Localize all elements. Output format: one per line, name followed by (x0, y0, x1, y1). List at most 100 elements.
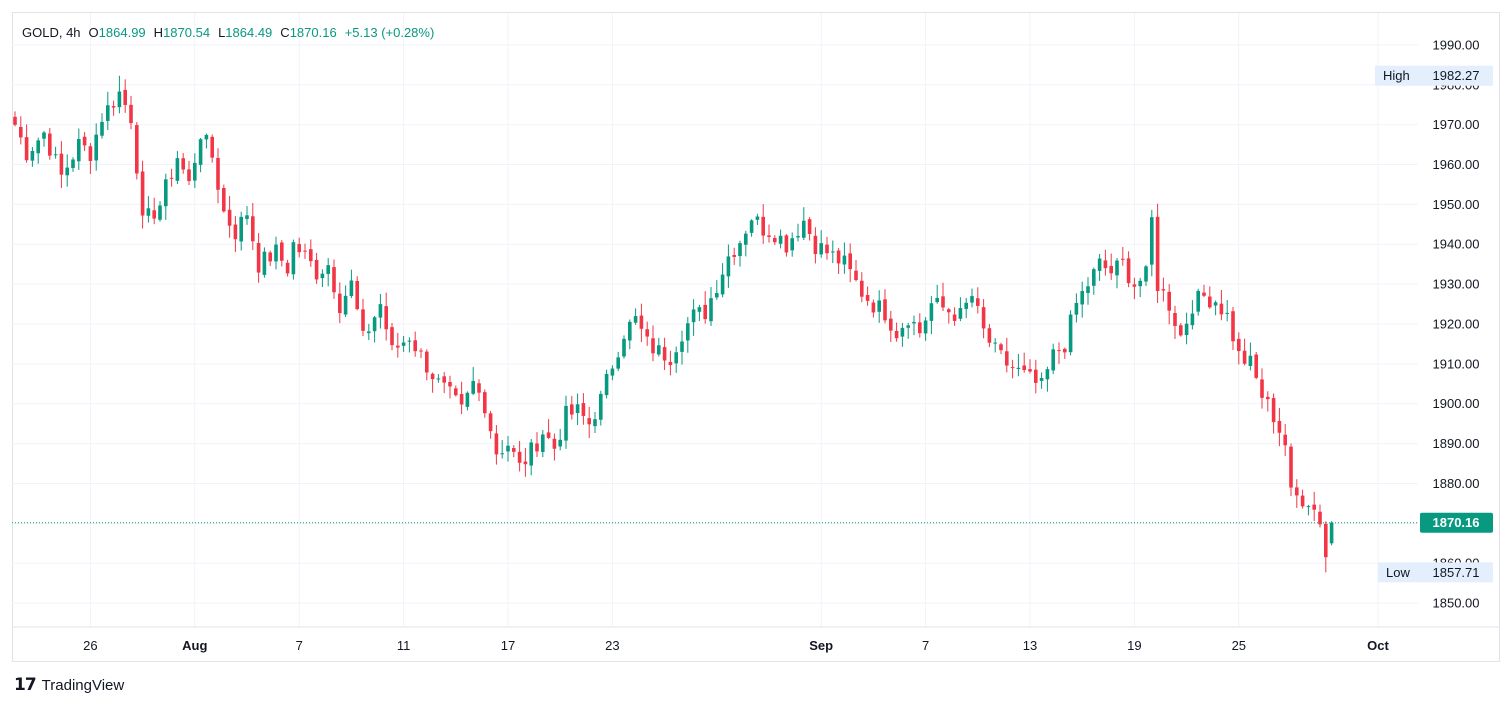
candle (1202, 284, 1206, 298)
candle (935, 284, 939, 304)
candle-body (645, 329, 649, 337)
candle (88, 143, 93, 174)
candle-body (164, 179, 168, 207)
price-tick-label: 1990.00 (1433, 37, 1480, 52)
candle-body (575, 404, 580, 414)
candle (140, 160, 145, 229)
time-tick-label: Aug (182, 638, 207, 653)
candle-body (900, 327, 905, 337)
candle-body (349, 280, 354, 297)
candle (778, 229, 783, 249)
candle (210, 134, 214, 163)
candle-body (262, 251, 267, 275)
candle (958, 297, 963, 322)
candle-body (854, 270, 858, 281)
candle-body (552, 438, 557, 449)
candle-body (309, 249, 313, 262)
candle-body (1010, 367, 1015, 369)
candle (604, 369, 609, 399)
candle (233, 216, 238, 253)
last-price-value: 1870.16 (1433, 515, 1480, 530)
candle-body (1109, 265, 1113, 274)
time-tick-label: 17 (501, 638, 515, 653)
candle (198, 137, 203, 173)
candle-body (1306, 506, 1311, 508)
candle-body (268, 252, 272, 262)
time-tick-label: Oct (1367, 638, 1389, 653)
candle-body (442, 376, 446, 383)
candle (280, 240, 284, 267)
candle-body (912, 321, 916, 324)
candle-body (796, 236, 800, 238)
candle-body (1138, 280, 1142, 287)
candle-body (720, 274, 725, 295)
candle (587, 406, 591, 439)
candle (894, 322, 899, 342)
candle-body (477, 383, 481, 393)
candle (599, 390, 603, 426)
candle-body (378, 304, 383, 318)
candle (1063, 347, 1067, 359)
candle-body (483, 392, 487, 414)
candle-body (657, 345, 661, 355)
candle-body (216, 157, 220, 190)
candle-body (958, 308, 963, 319)
candle-body (1068, 314, 1073, 353)
candle-body (651, 338, 655, 354)
candle-body (1184, 323, 1189, 336)
candle-body (970, 296, 974, 303)
price-tick-label: 1850.00 (1433, 596, 1480, 611)
candle (987, 324, 992, 348)
high-value: 1870.54 (163, 25, 211, 40)
low-value: 1864.49 (225, 25, 273, 40)
candle (1190, 300, 1195, 330)
candle-body (117, 91, 122, 108)
candles (13, 75, 1334, 573)
candle (1045, 366, 1050, 392)
time-tick-label: 19 (1127, 638, 1141, 653)
candle (1295, 479, 1299, 508)
high-badge-value: 1982.27 (1433, 68, 1480, 83)
candle (512, 445, 516, 458)
low-key: L (218, 25, 226, 40)
time-axis[interactable]: 26 Aug 7 11 17 23 Sep 7 13 19 25 Oct (83, 638, 1389, 653)
candle-body (581, 403, 586, 416)
candle-body (744, 233, 748, 245)
candle-body (964, 302, 968, 309)
candle-body (193, 162, 197, 181)
candle (645, 321, 649, 346)
candle (906, 322, 910, 339)
candle-body (1312, 504, 1316, 510)
candle (274, 236, 278, 270)
candle-body (222, 187, 226, 212)
chart-frame (12, 12, 1500, 662)
candle (401, 335, 406, 352)
candle (593, 411, 597, 433)
tradingview-logo[interactable]: 17 TradingView (14, 675, 124, 695)
candle-body (280, 242, 284, 261)
candle (454, 385, 458, 397)
candle-body (570, 404, 574, 415)
candle (297, 237, 301, 258)
symbol-title[interactable]: GOLD, 4h (22, 25, 81, 40)
candle (541, 430, 545, 458)
candle (483, 389, 487, 418)
candle (674, 346, 678, 373)
candle (836, 248, 841, 274)
price-tick-label: 1890.00 (1433, 436, 1480, 451)
candle (819, 230, 823, 258)
candle (558, 428, 562, 451)
candle (761, 204, 765, 244)
candle-body (227, 209, 232, 226)
candle-body (674, 352, 678, 364)
candle-body (918, 322, 922, 334)
price-tick-label: 1880.00 (1433, 476, 1480, 491)
candle-body (616, 357, 620, 369)
grid-lines (12, 13, 1499, 628)
candle (1300, 489, 1305, 509)
candle-body (1063, 348, 1067, 353)
candle-body (1022, 365, 1026, 371)
candle-body (36, 140, 40, 154)
candle (1237, 332, 1241, 365)
